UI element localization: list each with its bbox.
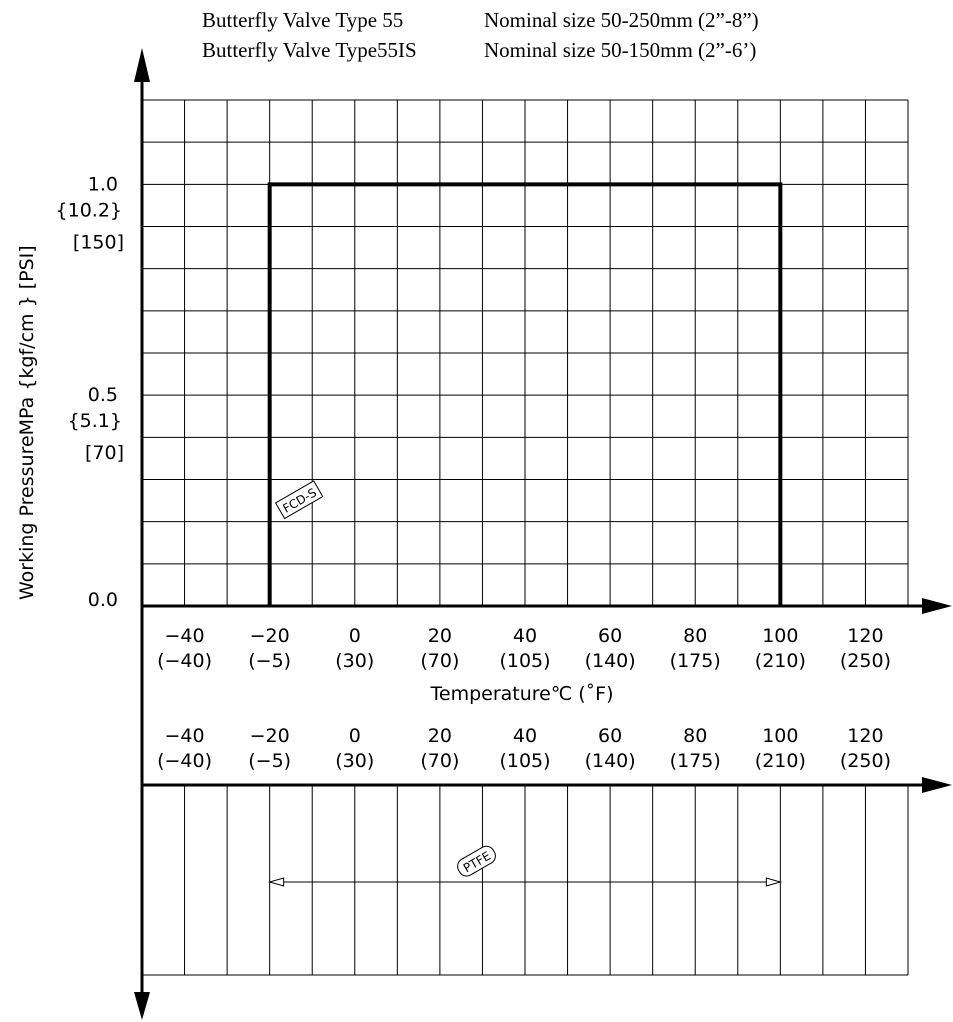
x-tick-label-fahrenheit: (140) <box>585 650 636 672</box>
x-axis-arrow-upper <box>922 598 952 614</box>
x-tick-label-celsius: 60 <box>598 625 622 647</box>
range-bar-label: PTFE <box>457 845 496 877</box>
x-tick-label-celsius: 120 <box>847 625 883 647</box>
x-tick-label-celsius: −40 <box>165 625 205 647</box>
upper-chart-grid <box>141 99 909 607</box>
series-label-box <box>274 480 324 520</box>
y-tick-label-kgf: {5.1} <box>68 410 122 432</box>
y-tick-labels: 1.0 {10.2} [150] 0.5 {5.1} [70] 0.0 <box>56 173 124 611</box>
x-tick-label-fahrenheit: (175) <box>670 750 721 772</box>
title-line-1-left: Butterfly Valve Type 55 <box>202 8 403 32</box>
x-tick-label-celsius: −20 <box>250 725 290 747</box>
x-tick-label-celsius: 100 <box>762 625 798 647</box>
y-tick-label-psi: [70] <box>85 442 124 464</box>
x-tick-label-celsius: −40 <box>165 725 205 747</box>
x-tick-label-fahrenheit: (105) <box>499 750 550 772</box>
lower-chart-grid <box>141 785 909 976</box>
y-tick-label-psi: [150] <box>73 231 124 253</box>
y-axis-arrow-up <box>134 48 150 82</box>
pressure-series-group: FCD-S PTFE <box>267 182 783 887</box>
range-bar-label-box <box>457 845 496 877</box>
y-axis-title: Working PressureMPa {kgf/cm } [PSI] <box>16 245 38 600</box>
x-tick-label-celsius: 100 <box>762 725 798 747</box>
x-tick-label-celsius: 80 <box>683 725 707 747</box>
x-axis-title: Temperature℃ (˚F) <box>430 683 614 705</box>
x-tick-label-celsius: 0 <box>349 625 361 647</box>
series-line-fcd-s <box>267 182 783 606</box>
x-tick-label-celsius: 40 <box>513 625 537 647</box>
x-tick-label-fahrenheit: (−40) <box>157 750 212 772</box>
x-tick-label-fahrenheit: (250) <box>840 650 891 672</box>
x-tick-label-fahrenheit: (70) <box>420 650 459 672</box>
x-tick-label-celsius: 40 <box>513 725 537 747</box>
title-line-2-right: Nominal size 50-150mm (2”-6’) <box>484 38 756 62</box>
y-tick-label-mpa: 0.0 <box>88 589 118 611</box>
x-tick-label-celsius: 80 <box>683 625 707 647</box>
x-tick-label-fahrenheit: (175) <box>670 650 721 672</box>
x-tick-label-fahrenheit: (30) <box>335 650 374 672</box>
x-tick-label-fahrenheit: (30) <box>335 750 374 772</box>
x-tick-label-celsius: 20 <box>428 725 452 747</box>
x-tick-label-fahrenheit: (70) <box>420 750 459 772</box>
x-tick-label-fahrenheit: (−40) <box>157 650 212 672</box>
title-line-1-right: Nominal size 50-250mm (2”-8”) <box>484 8 759 32</box>
x-tick-label-fahrenheit: (210) <box>755 750 806 772</box>
x-tick-label-celsius: 20 <box>428 625 452 647</box>
y-tick-label-mpa: 0.5 <box>88 384 118 406</box>
x-axis-arrow-lower <box>922 777 952 793</box>
x-tick-label-fahrenheit: (210) <box>755 650 806 672</box>
x-tick-labels-upper: −40 (−40) −20 (−5) 0 (30) 20 (70) 40 (105) 60 (140)… <box>157 625 891 672</box>
series-label-fcd-s: FCD-S <box>274 480 324 520</box>
y-tick-label-kgf: {10.2} <box>56 199 122 221</box>
title-line-2-left: Butterfly Valve Type55IS <box>202 38 417 62</box>
x-tick-label-fahrenheit: (140) <box>585 750 636 772</box>
x-tick-label-celsius: 0 <box>349 725 361 747</box>
x-tick-labels-lower: −40 (−40) −20 (−5) 0 (30) 20 (70) 40 (105) 60 (140)… <box>157 725 891 772</box>
x-tick-label-fahrenheit: (−5) <box>248 750 291 772</box>
x-tick-label-fahrenheit: (−5) <box>248 650 291 672</box>
x-tick-label-celsius: −20 <box>250 625 290 647</box>
x-tick-label-celsius: 120 <box>847 725 883 747</box>
x-tick-label-celsius: 60 <box>598 725 622 747</box>
x-tick-label-fahrenheit: (250) <box>840 750 891 772</box>
range-bar-arrow-right <box>765 877 783 887</box>
y-axis-arrow-down <box>134 992 150 1020</box>
range-bar-arrow-left <box>267 877 285 887</box>
y-tick-label-mpa: 1.0 <box>88 173 118 195</box>
axes-group <box>134 48 952 1020</box>
x-tick-label-fahrenheit: (105) <box>499 650 550 672</box>
